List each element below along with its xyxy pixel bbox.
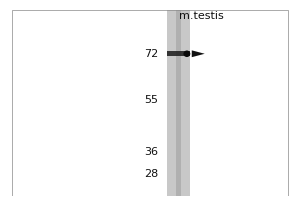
Bar	[167, 51, 190, 56]
Bar	[176, 10, 181, 196]
Text: 55: 55	[145, 95, 159, 105]
Text: 72: 72	[144, 49, 159, 59]
Polygon shape	[192, 50, 205, 57]
Ellipse shape	[183, 50, 190, 57]
Text: 28: 28	[144, 169, 159, 179]
Text: 36: 36	[145, 147, 159, 157]
Bar	[167, 10, 190, 196]
Text: m.testis: m.testis	[179, 11, 224, 21]
